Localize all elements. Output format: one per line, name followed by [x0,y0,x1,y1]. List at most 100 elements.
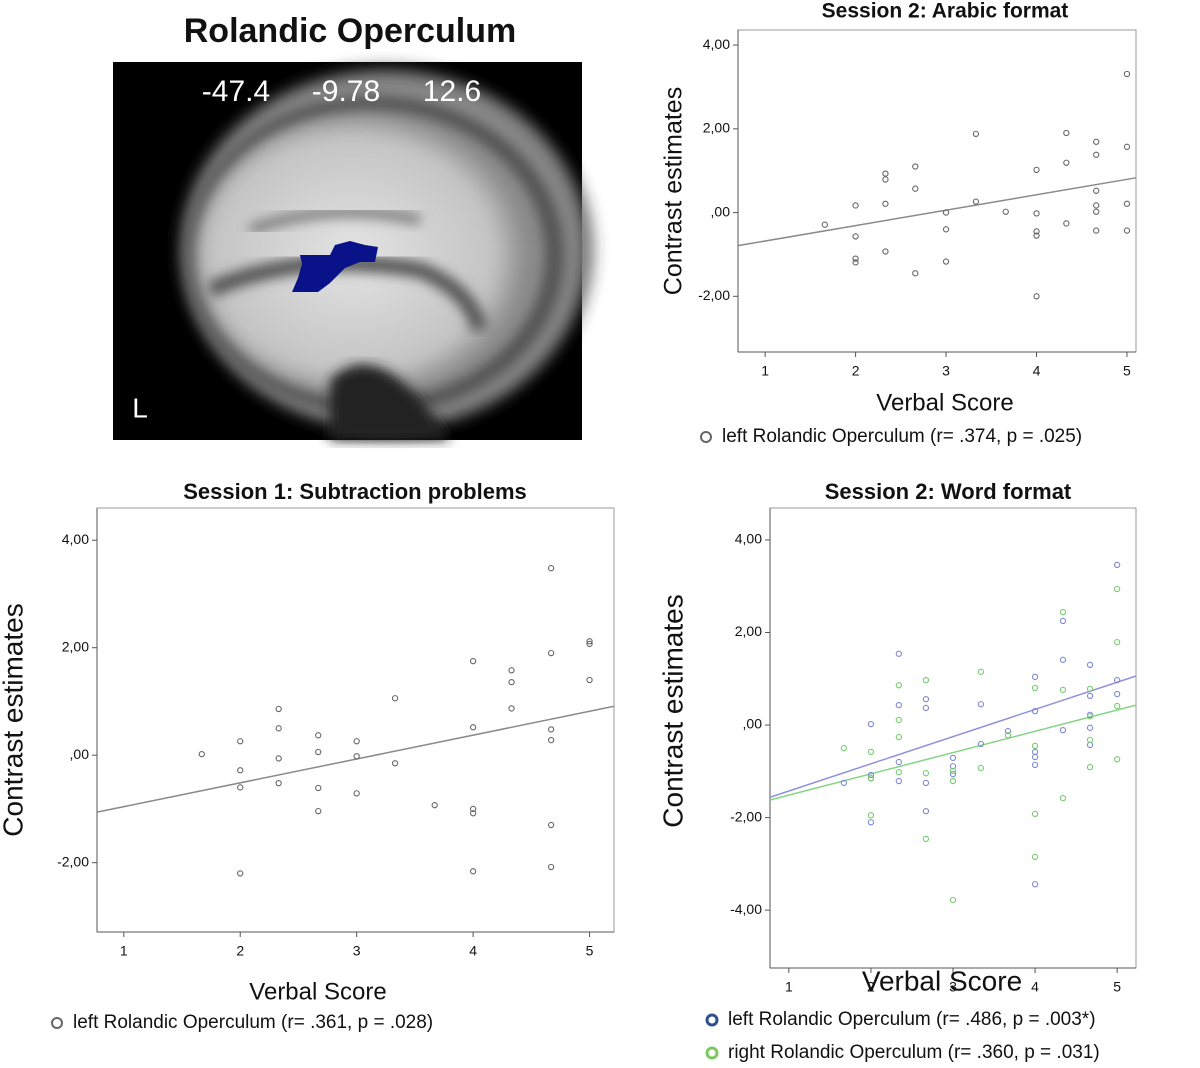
x-tick-label: 5 [586,943,594,959]
data-point [586,638,593,645]
data-point [1086,713,1094,720]
data-point [1093,202,1100,209]
data-point [1031,673,1039,681]
data-point [922,677,930,684]
data-point [275,725,282,732]
data-point [867,748,875,756]
data-point [275,705,282,713]
x-axis-label: Verbal Score [862,965,1022,996]
data-point [1031,684,1039,692]
data-point [469,658,477,665]
y-axis-label: Contrast estimates [660,87,688,295]
data-point [1113,639,1121,646]
data-point [882,176,889,183]
data-point [1113,677,1121,684]
data-point [867,812,875,819]
data-point [586,640,593,648]
data-point [469,810,477,817]
data-point [547,821,555,829]
data-point [1123,200,1131,207]
data-point [852,255,859,262]
data-point [972,130,980,137]
x-tick-label: 2 [867,979,875,995]
data-point [1002,208,1009,215]
data-point [942,209,950,216]
x-tick-label: 4 [1033,363,1041,379]
chart-title: Session 2: Arabic format [822,0,1069,23]
coordinate: 12.6 [423,75,481,108]
coordinate: -9.78 [312,75,380,108]
data-point [315,748,322,756]
data-point [1031,753,1039,761]
data-point [1093,138,1100,145]
data-point [1113,690,1121,698]
data-point [315,784,322,792]
image-title: Rolandic Operculum [184,12,517,50]
y-axis-label: Contrast estimates [0,603,28,836]
data-point [469,724,477,731]
x-tick-label: 5 [1123,363,1131,379]
data-point [949,754,957,762]
data-point [1063,159,1070,166]
data-point [198,750,205,758]
y-tick-label: -2,00 [698,287,730,303]
data-point [895,777,902,785]
data-point [949,770,957,778]
legend-label: right Rolandic Operculum (r= .360, p = .… [728,1042,1100,1063]
x-tick-label: 4 [469,943,477,959]
data-point [1059,726,1067,734]
y-tick-label: 4,00 [735,531,762,547]
data-point [1031,742,1039,750]
data-point [867,720,875,728]
data-point [852,202,859,209]
plot-frame [737,29,1137,353]
data-point [1059,617,1067,625]
data-point [1033,210,1040,217]
data-point [867,819,875,826]
x-tick-label: 4 [1031,979,1039,995]
data-point [882,248,889,255]
data-point [949,777,957,785]
data-point [922,779,930,787]
data-point [977,668,985,675]
data-point [912,270,919,277]
legend-marker [700,431,712,443]
data-point [469,805,477,813]
chart-title: Session 2: Word format [825,479,1072,504]
y-tick-label: ,00 [711,203,731,219]
data-point [840,779,848,787]
data-point [547,737,555,744]
legend-label: left Rolandic Operculum (r= .374, p = .0… [722,426,1082,447]
data-point [867,771,875,779]
y-tick-label: ,00 [70,746,90,762]
data-point [895,701,902,709]
data-point [942,226,950,233]
data-point [1031,748,1039,756]
plot-frame [96,507,615,933]
data-point [1063,129,1070,137]
y-tick-label: ,00 [743,716,763,732]
legend-marker [705,1013,719,1027]
y-tick-label: -2,00 [730,808,762,824]
data-point [977,764,985,772]
y-tick-label: 2,00 [703,120,730,136]
fit-line [737,177,1137,247]
data-point [852,259,859,266]
data-point [1086,741,1094,749]
x-tick-label: 3 [353,943,361,959]
x-tick-label: 1 [120,943,128,959]
data-point [1059,795,1067,802]
chart-title: Session 1: Subtraction problems [183,479,527,504]
data-point [1004,727,1012,735]
data-point [391,760,399,767]
data-point [547,649,555,657]
data-point [895,758,902,766]
data-point [1086,724,1094,731]
y-tick-label: 2,00 [735,623,762,639]
fit-line [96,705,615,813]
data-point [1031,708,1039,715]
data-point [977,740,985,748]
data-point [840,745,848,752]
data-point [1059,608,1067,616]
